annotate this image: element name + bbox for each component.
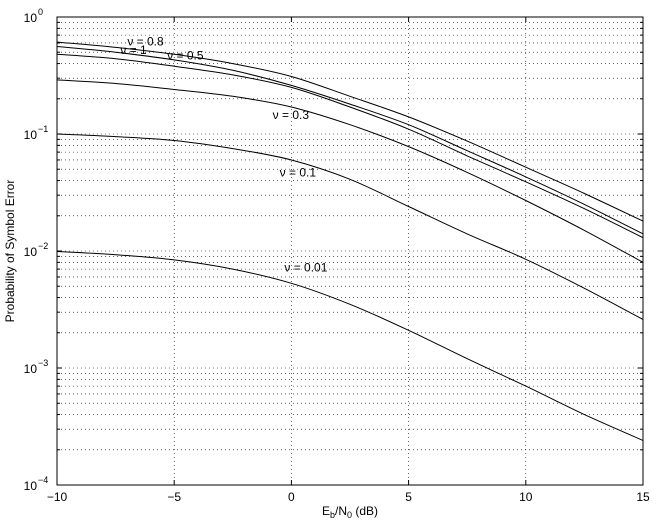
y-tick-label-exponent: −1: [38, 124, 48, 134]
y-tick-label: 10: [24, 128, 38, 142]
y-tick-label: 10: [24, 479, 38, 493]
x-axis-label-mid: /N: [335, 504, 347, 518]
series-line-1: [56, 46, 644, 235]
plot-lines: [56, 41, 644, 441]
y-tick-label: 10: [24, 11, 38, 25]
y-tick-label: 10: [24, 362, 38, 376]
y-tick-label: 10: [24, 245, 38, 259]
series-label-1: ν = 1: [120, 43, 147, 57]
series-labels: ν = 0.8ν = 1 ν = 0.5 ν = 0.3 ν = 0.1 ν = 0.0…: [120, 34, 327, 274]
x-tick-label: 15: [636, 490, 650, 504]
series-label-0: ν = 0.8: [127, 34, 164, 48]
series-line-0: [56, 41, 644, 222]
plot-frame: [56, 16, 644, 486]
axis-ticks: [56, 16, 644, 486]
y-tick-label-exponent: −3: [38, 358, 48, 368]
y-tick-label-exponent: 0: [38, 7, 43, 17]
series-line-5: [56, 251, 644, 441]
x-tick-label: 10: [519, 490, 533, 504]
x-axis-label-sub1: b: [330, 510, 335, 520]
series-line-2: [56, 53, 644, 239]
x-axis-label: Eb/N0 (dB): [322, 504, 378, 520]
x-axis-label-base: E: [322, 504, 330, 518]
y-tick-label-base: 10: [24, 245, 38, 259]
y-axis-label: Probability of Symbol Error: [3, 180, 17, 323]
series-label-3: ν = 0.3: [273, 108, 310, 122]
y-tick-label-base: 10: [24, 479, 38, 493]
x-axis-label-sub2: 0: [347, 510, 352, 520]
series-label-5: ν = 0.01: [284, 261, 327, 275]
x-tick-labels: −10 −5 0 5 10 15: [47, 490, 650, 504]
grid: [57, 17, 643, 485]
y-tick-label-exponent: −2: [38, 241, 48, 251]
x-tick-label: 0: [288, 490, 295, 504]
series-label-2: ν = 0.5: [167, 48, 204, 62]
y-tick-label-base: 10: [24, 362, 38, 376]
y-tick-label-base: 10: [24, 11, 38, 25]
y-tick-label-exponent: −4: [38, 475, 48, 485]
x-tick-label: −5: [167, 490, 181, 504]
series-line-3: [56, 79, 644, 263]
x-tick-label: 5: [405, 490, 412, 504]
x-axis-label-tail: (dB): [352, 504, 378, 518]
y-tick-label-base: 10: [24, 128, 38, 142]
series-line-4: [56, 133, 644, 320]
series-label-4: ν = 0.1: [280, 165, 317, 179]
x-tick-label: −10: [47, 490, 68, 504]
